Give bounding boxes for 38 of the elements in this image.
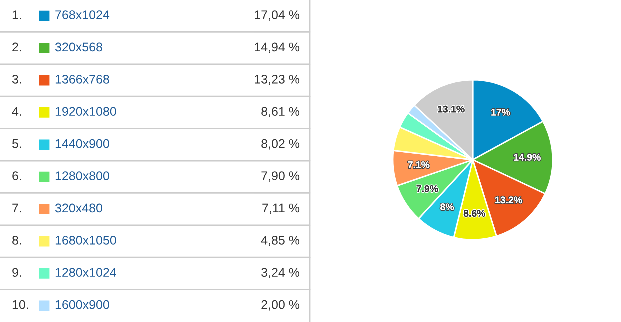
text: 9. (12, 268, 22, 278)
text: 3. (12, 75, 22, 84)
legend-label: 1600x900 (56, 300, 110, 310)
text: 2. (12, 42, 22, 52)
text: 8. (12, 236, 22, 245)
text: 7,11 % (262, 204, 300, 214)
text: 13,23 % (255, 75, 300, 86)
text: 4,85 % (261, 236, 300, 246)
text: 8,61 % (262, 107, 300, 118)
text: 14,94 % (255, 42, 300, 54)
data-label: 13.1% (438, 106, 465, 113)
text: 1. (12, 10, 22, 20)
text: 2,00 % (262, 300, 300, 311)
text: 7. (12, 204, 22, 213)
text: 5. (12, 140, 22, 148)
legend-label: 320x568 (55, 42, 102, 52)
text: 3,24 % (262, 268, 300, 279)
text: 7,90 % (262, 172, 300, 182)
legend-label: 1680x1050 (56, 236, 116, 245)
legend-label: 1440x900 (56, 139, 110, 148)
text: 17,04 % (255, 10, 300, 21)
legend-label: 320x480 (55, 204, 102, 213)
legend-label: 1280x800 (56, 172, 110, 180)
data-label: 8% (440, 204, 454, 211)
legend-label: 1920x1080 (56, 107, 116, 116)
data-label: 8.6% (464, 210, 486, 217)
legend-label: 1280x1024 (56, 268, 116, 278)
data-label: 7.1% (408, 162, 430, 168)
text: 4. (12, 107, 22, 116)
data-label: 14.9% (514, 154, 541, 161)
legend-label: 768x1024 (56, 10, 110, 20)
legend-label: 1366x768 (56, 75, 110, 84)
text: 8,02 % (262, 139, 300, 150)
text: 6. (12, 172, 22, 180)
text: 10. (12, 300, 28, 310)
data-label: 7.9% (416, 185, 438, 192)
data-label: 17% (492, 108, 510, 116)
data-label: 13.2% (496, 196, 522, 204)
